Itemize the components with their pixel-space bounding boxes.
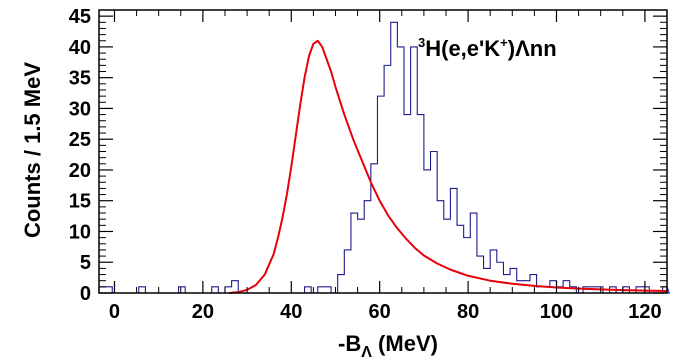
y-axis-title: Counts / 1.5 MeV [20,62,45,238]
y-tick-label: 5 [80,252,91,274]
x-axis-title-sub: Λ [361,344,372,361]
x-tick-label: 0 [109,301,120,323]
x-tick-label: 60 [369,301,391,323]
x-tick-label: 40 [280,301,302,323]
y-tick-label: 40 [69,37,91,59]
annotation-post: )Λnn [508,36,557,61]
histogram-series [98,21,670,294]
plot-area [98,21,670,294]
y-tick-label: 35 [69,68,91,90]
y-tick-label: 25 [69,129,91,151]
y-tick-label: 45 [69,6,91,28]
reaction-annotation: 3H(e,e'K+)Λnn [418,35,557,61]
y-tick-label: 15 [69,191,91,213]
y-tick-label: 20 [69,160,91,182]
y-tick-label: 30 [69,98,91,120]
x-axis-title: -BΛ (MeV) [338,331,438,361]
x-tick-label: 100 [540,301,573,323]
axis-ticks: 0 20 40 60 80 100 120 0 5 10 15 20 25 30 35 40 45 [69,6,668,323]
x-axis-title-main: -B [338,331,361,356]
x-tick-label: 120 [628,301,661,323]
x-axis-title-unit: (MeV) [372,331,438,356]
annotation-pre: H(e,e'K [425,36,500,61]
fit-curve [229,39,668,294]
x-tick-label: 80 [457,301,479,323]
y-tick-label: 0 [80,283,91,305]
y-tick-label: 10 [69,221,91,243]
annotation-sup: 3 [418,35,425,50]
x-tick-label: 20 [192,301,214,323]
annotation-sup2: + [500,35,508,50]
plot-frame [98,9,668,294]
